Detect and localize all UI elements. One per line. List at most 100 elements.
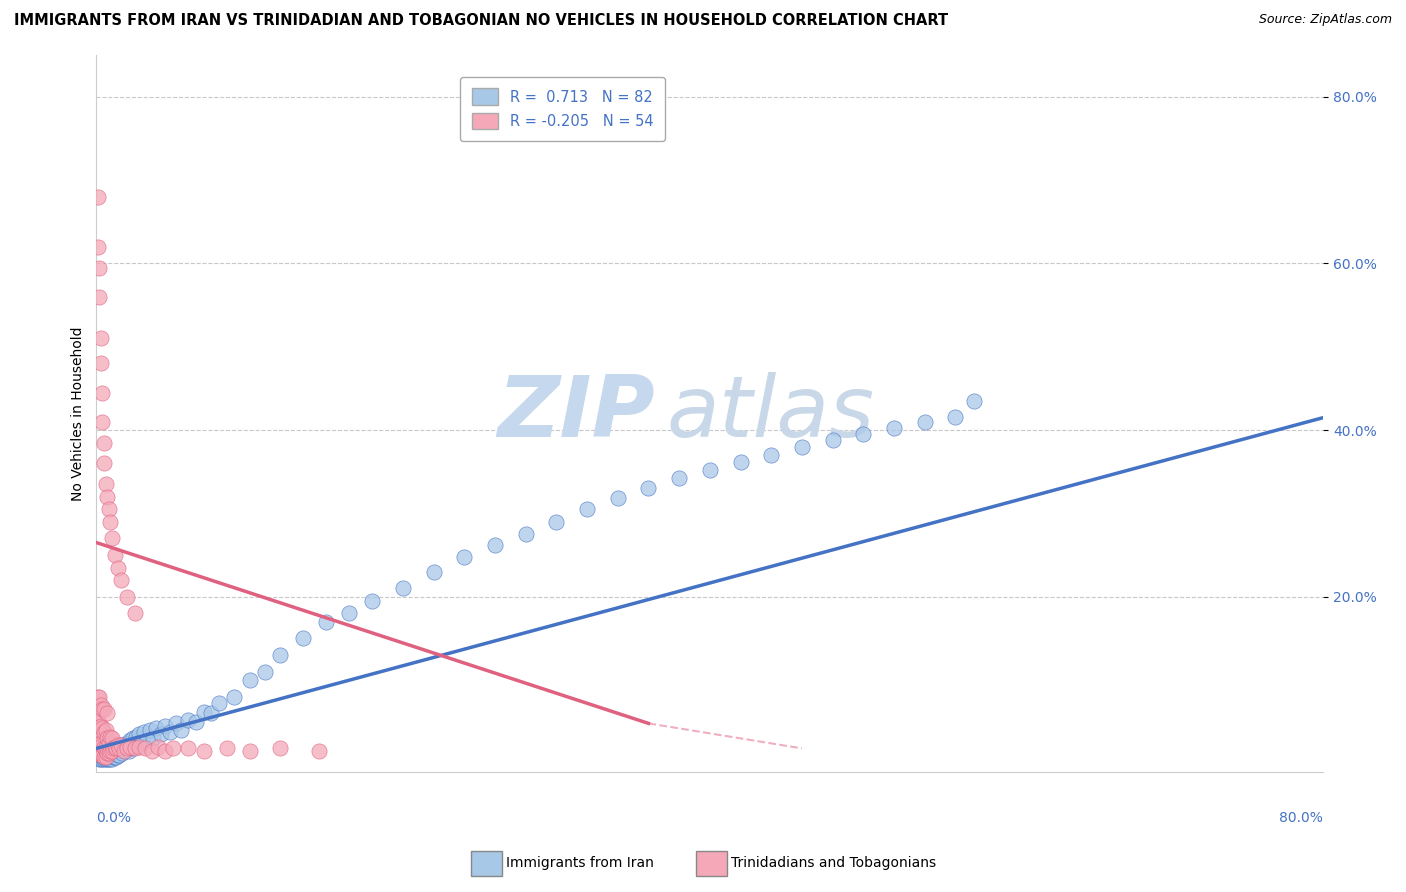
Text: IMMIGRANTS FROM IRAN VS TRINIDADIAN AND TOBAGONIAN NO VEHICLES IN HOUSEHOLD CORR: IMMIGRANTS FROM IRAN VS TRINIDADIAN AND …	[14, 13, 948, 29]
Point	[89, 290, 111, 304]
Point	[914, 415, 936, 429]
Point	[87, 690, 110, 704]
Point	[852, 427, 875, 442]
Point	[94, 477, 117, 491]
Point	[107, 747, 129, 762]
Text: 0.0%: 0.0%	[97, 811, 131, 825]
Point	[193, 744, 215, 758]
Point	[112, 738, 135, 752]
Point	[149, 727, 172, 741]
Point	[94, 749, 117, 764]
Point	[97, 747, 120, 762]
Point	[103, 741, 125, 756]
Point	[423, 565, 446, 579]
Point	[177, 713, 200, 727]
Point	[93, 749, 115, 764]
Point	[162, 741, 184, 756]
Point	[962, 393, 984, 408]
Point	[128, 727, 150, 741]
Point	[100, 744, 122, 758]
Text: Source: ZipAtlas.com: Source: ZipAtlas.com	[1258, 13, 1392, 27]
Point	[112, 744, 135, 758]
Text: Trinidadians and Tobagonians: Trinidadians and Tobagonians	[731, 856, 936, 871]
Point	[224, 690, 246, 704]
Point	[94, 723, 117, 737]
Point	[134, 741, 156, 756]
Point	[96, 731, 118, 746]
Point	[94, 739, 117, 754]
Point	[100, 532, 122, 546]
Point	[89, 723, 111, 737]
Point	[91, 702, 114, 716]
Point	[184, 714, 207, 729]
Point	[90, 719, 112, 733]
Point	[98, 747, 121, 761]
Point	[121, 741, 143, 756]
Point	[103, 749, 125, 764]
Point	[93, 435, 115, 450]
Point	[170, 723, 193, 737]
Point	[177, 741, 200, 756]
Point	[453, 549, 475, 564]
Point	[89, 260, 111, 275]
Point	[159, 724, 181, 739]
Point	[108, 741, 131, 756]
Point	[89, 744, 111, 758]
Point	[239, 673, 262, 687]
Point	[93, 702, 115, 716]
Point	[124, 741, 146, 756]
Point	[96, 706, 118, 721]
Point	[103, 744, 125, 758]
Point	[606, 491, 628, 506]
Point	[110, 738, 132, 752]
Point	[97, 502, 120, 516]
Point	[155, 744, 177, 758]
Point	[87, 739, 110, 754]
Point	[93, 724, 115, 739]
Point	[89, 735, 111, 749]
Point	[200, 706, 222, 721]
Point	[308, 744, 330, 758]
Point	[93, 457, 115, 471]
Point	[484, 538, 506, 552]
Point	[91, 752, 114, 766]
Point	[90, 356, 112, 370]
Point	[269, 741, 291, 756]
Point	[96, 490, 118, 504]
Point	[114, 744, 136, 758]
Point	[145, 722, 167, 736]
Point	[155, 719, 177, 733]
Point	[90, 747, 112, 762]
Point	[131, 735, 153, 749]
Point	[87, 190, 110, 204]
Point	[96, 747, 118, 761]
Point	[128, 739, 150, 754]
Point	[90, 752, 112, 766]
Point	[90, 735, 112, 749]
Point	[292, 632, 315, 646]
Point	[93, 739, 115, 754]
Point	[91, 738, 114, 752]
Point	[100, 731, 122, 746]
Point	[120, 733, 142, 747]
Point	[339, 607, 361, 621]
Point	[515, 527, 537, 541]
Point	[104, 548, 127, 562]
Point	[115, 741, 138, 756]
Point	[90, 331, 112, 345]
Point	[361, 594, 384, 608]
Point	[108, 739, 131, 754]
Point	[208, 697, 231, 711]
Point	[668, 471, 690, 485]
Point	[89, 752, 111, 766]
Text: Immigrants from Iran: Immigrants from Iran	[506, 856, 654, 871]
Point	[96, 747, 118, 762]
Point	[105, 741, 128, 756]
Point	[315, 615, 337, 629]
Point	[699, 463, 721, 477]
Point	[239, 744, 262, 758]
Point	[97, 752, 120, 766]
Point	[943, 409, 966, 424]
Point	[90, 698, 112, 712]
Point	[146, 739, 169, 754]
